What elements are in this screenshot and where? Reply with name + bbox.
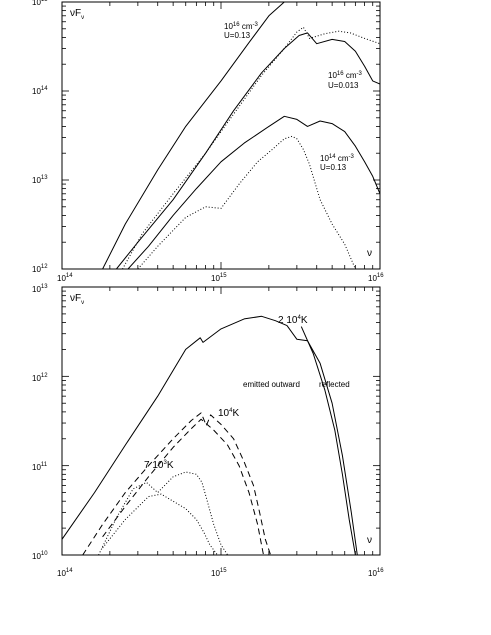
top-ylabel: νFν (70, 8, 84, 21)
top-annotation-density-1: 1016 cm-3 (224, 22, 258, 31)
bottom-xtick-label: 1014 (57, 568, 73, 578)
bottom-series-line-2 (300, 326, 356, 555)
bottom-ytick-label: 1010 (32, 551, 48, 561)
label-2e4k: 2 104K (278, 315, 308, 326)
bottom-series-group (62, 315, 358, 555)
label-7e3k: 7 103K (144, 460, 174, 471)
bottom-xtick-label: 1015 (211, 568, 227, 578)
top-series-line-1 (102, 2, 285, 269)
top-xtick-label: 1015 (211, 273, 227, 283)
top-annotation-density-2: 1016 cm-3 (328, 71, 362, 80)
bottom-series-line-4 (102, 418, 264, 555)
top-annotation-u-1: U=0.13 (224, 31, 251, 40)
top-annotation-density-3: 1014 cm-3 (320, 154, 354, 163)
bottom-series-line-3 (82, 412, 272, 555)
label-emitted-outward: emitted outward (243, 380, 300, 389)
bottom-series-line-6 (102, 493, 218, 555)
bottom-xtick-label: 1016 (368, 568, 384, 578)
bottom-ytick-label: 1012 (32, 373, 48, 383)
top-xtick-label: 1016 (368, 273, 384, 283)
bottom-panel: 1010 1011 1012 1013 1014 1015 1016 νFν ν… (32, 284, 384, 578)
top-ytick-label: 1015 (32, 0, 48, 7)
label-reflected: reflected (319, 380, 350, 389)
label-1e4k: 104K (218, 408, 239, 419)
bottom-ytick-label: 1011 (32, 462, 48, 472)
top-ytick-label: 1012 (32, 264, 48, 274)
top-series-line-3 (122, 26, 380, 269)
bottom-ytick-label: 1013 (32, 284, 48, 294)
top-series-line-4 (127, 115, 380, 269)
top-panel: 1012 1013 1014 1015 1014 1015 1016 νFν ν… (32, 0, 384, 283)
bottom-axis-ticks (61, 287, 380, 556)
bottom-series-line-5 (98, 471, 229, 555)
bottom-xlabel: ν (367, 535, 372, 546)
bottom-ylabel: νFν (70, 293, 84, 306)
top-series-group (102, 2, 380, 269)
top-series-line-5 (137, 135, 356, 269)
top-ytick-label: 1014 (32, 86, 48, 96)
top-series-line-2 (116, 32, 380, 269)
top-annotation-u-3: U=0.13 (320, 163, 347, 172)
top-xtick-label: 1014 (57, 273, 73, 283)
top-plot-frame (61, 1, 381, 270)
top-annotation-u-2: U=0.013 (328, 81, 359, 90)
top-xlabel: ν (367, 248, 372, 259)
bottom-series-line-1 (62, 315, 358, 555)
top-axis-ticks (61, 2, 380, 270)
top-ytick-label: 1013 (32, 175, 48, 185)
